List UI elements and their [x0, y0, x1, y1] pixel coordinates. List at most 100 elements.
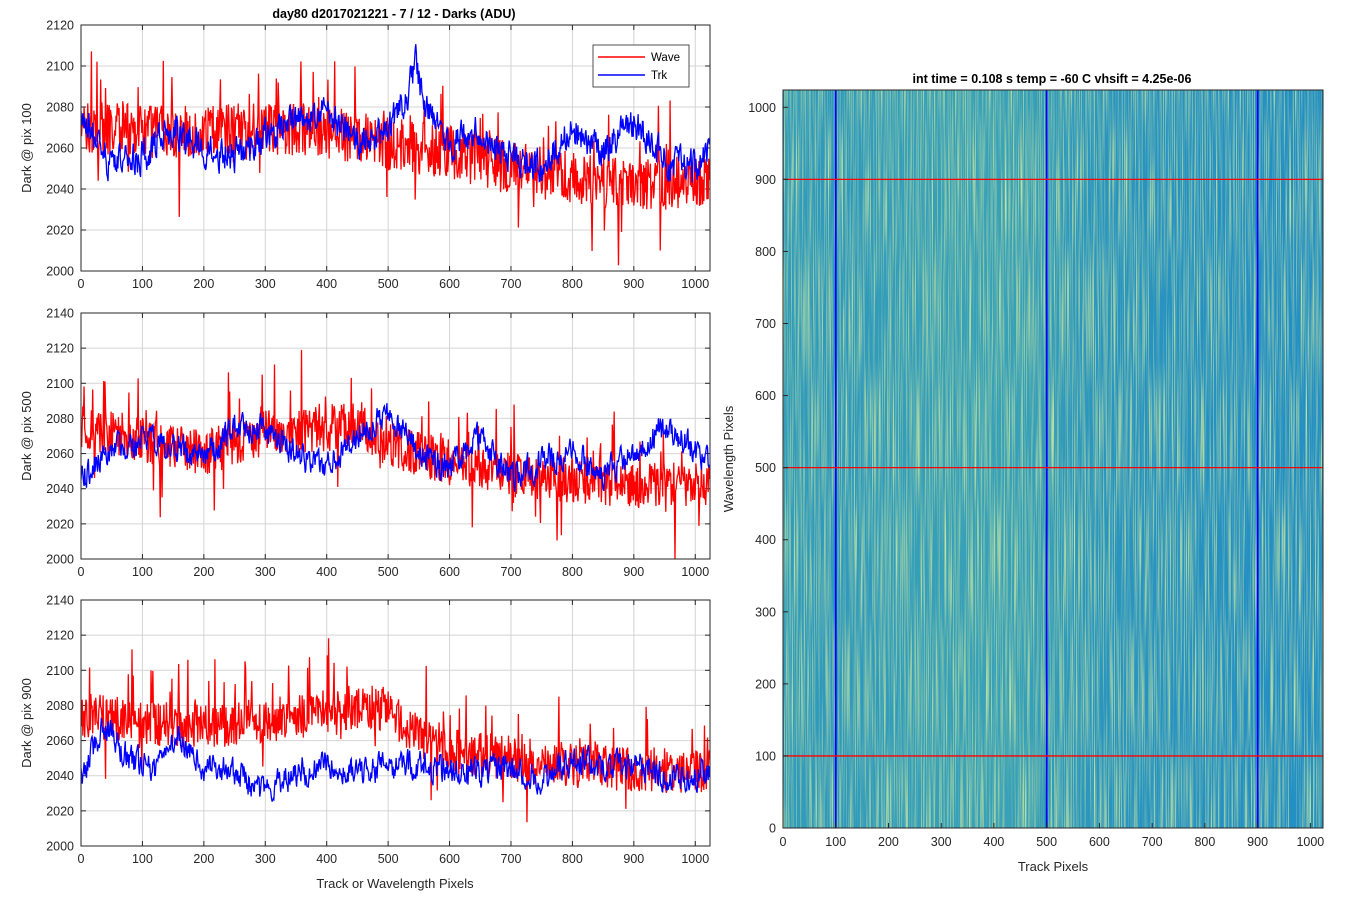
x-tick-label: 700 [501, 852, 522, 866]
x-tick-label: 0 [78, 565, 85, 579]
dark-pix100-plot: 0 100 200 300 400 500 600 700 800 900 1000 2000 2020… [19, 19, 711, 291]
series-trk-line [81, 44, 710, 183]
x-tick-label: 1000 [681, 852, 709, 866]
y-tick-label: 2060 [46, 447, 74, 461]
y-tick-label: 2040 [46, 183, 74, 197]
y-tick-label: 2140 [46, 594, 74, 608]
heatmap-texture [783, 90, 1323, 828]
y-tick-label: 1000 [748, 101, 776, 115]
x-tick-label: 600 [439, 277, 460, 291]
y-tick-label: 2020 [46, 804, 74, 818]
x-tick-label: 900 [623, 565, 644, 579]
y-tick-label: 800 [755, 245, 776, 259]
y-tick-label: 2140 [46, 307, 74, 321]
dark-frame-heatmap: int time = 0.108 s temp = -60 C vhsift =… [721, 72, 1324, 874]
y-tick-label: 2120 [46, 629, 74, 643]
series-trk-line [81, 403, 710, 492]
x-tick-label: 500 [1036, 835, 1057, 849]
y-tick-label: 2040 [46, 769, 74, 783]
y-axis-label: Dark @ pix 100 [19, 103, 34, 193]
marker-lines [783, 90, 1323, 828]
y-tick-label: 2060 [46, 142, 74, 156]
x-tick-label: 300 [255, 852, 276, 866]
dark-pix500-plot: 0 100 200 300 400 500 600 700 800 900 1000 2000 2020… [19, 307, 711, 579]
x-tick-label: 700 [501, 565, 522, 579]
y-tick-label: 2120 [46, 19, 74, 33]
heatmap-x-axis-label: Track Pixels [1018, 859, 1089, 874]
x-tick-label: 300 [255, 565, 276, 579]
series-wave-line [81, 638, 710, 823]
x-tick-label: 500 [378, 852, 399, 866]
series-wave-line [81, 51, 710, 266]
y-tick-label: 400 [755, 533, 776, 547]
x-tick-label: 900 [623, 277, 644, 291]
x-tick-label: 300 [931, 835, 952, 849]
y-tick-label: 2000 [46, 840, 74, 854]
y-tick-label: 2000 [46, 553, 74, 567]
y-tick-label: 2020 [46, 224, 74, 238]
y-tick-label: 2020 [46, 517, 74, 531]
x-tick-label: 800 [562, 565, 583, 579]
x-tick-label: 400 [316, 565, 337, 579]
x-tick-label: 800 [562, 277, 583, 291]
y-tick-label: 2080 [46, 101, 74, 115]
x-tick-label: 600 [1089, 835, 1110, 849]
heatmap-y-axis-label: Wavelength Pixels [721, 405, 736, 512]
plot-frame [80, 312, 711, 560]
x-tick-label: 1000 [681, 277, 709, 291]
y-tick-label: 600 [755, 389, 776, 403]
y-tick-label: 2100 [46, 60, 74, 74]
x-tick-label: 200 [193, 277, 214, 291]
y-axis-label: Dark @ pix 900 [19, 678, 34, 768]
y-tick-label: 2060 [46, 734, 74, 748]
legend-wave-label: Wave [651, 52, 680, 64]
x-tick-label: 100 [132, 277, 153, 291]
y-tick-label: 2100 [46, 377, 74, 391]
figure-title: day80 d2017021221 - 7 / 12 - Darks (ADU) [272, 7, 515, 21]
series-lines [81, 44, 710, 266]
x-tick-label: 700 [501, 277, 522, 291]
x-tick-label: 900 [1247, 835, 1268, 849]
x-tick-label: 800 [562, 852, 583, 866]
legend-trk-label: Trk [651, 70, 667, 82]
x-tick-label: 800 [1194, 835, 1215, 849]
x-tick-label: 100 [132, 852, 153, 866]
x-tick-label: 600 [439, 565, 460, 579]
x-tick-label: 0 [78, 852, 85, 866]
x-tick-label: 700 [1142, 835, 1163, 849]
y-tick-label: 500 [755, 461, 776, 475]
x-tick-label: 200 [878, 835, 899, 849]
y-tick-label: 2080 [46, 699, 74, 713]
y-tick-label: 2080 [46, 412, 74, 426]
x-axis-label: Track or Wavelength Pixels [316, 876, 474, 891]
x-tick-label: 0 [78, 277, 85, 291]
series-trk-line [81, 716, 710, 802]
x-tick-label: 300 [255, 277, 276, 291]
legend: Wave Trk [592, 44, 690, 88]
tick-labels: 0 100 200 300 400 500 600 700 800 900 1000 2000 2020… [46, 594, 710, 866]
x-tick-label: 500 [378, 277, 399, 291]
x-tick-label: 1000 [1296, 835, 1324, 849]
x-tick-label: 400 [984, 835, 1005, 849]
x-tick-label: 200 [193, 852, 214, 866]
heatmap-frame [782, 89, 1324, 829]
x-tick-label: 900 [623, 852, 644, 866]
x-tick-label: 500 [378, 565, 399, 579]
dark-pix900-plot: 0 100 200 300 400 500 600 700 800 900 1000 2000 2020… [19, 594, 711, 891]
y-tick-label: 300 [755, 605, 776, 619]
y-tick-label: 100 [755, 749, 776, 763]
y-tick-label: 700 [755, 317, 776, 331]
x-tick-label: 0 [780, 835, 787, 849]
y-axis-label: Dark @ pix 500 [19, 391, 34, 481]
y-tick-label: 2000 [46, 265, 74, 279]
y-tick-label: 900 [755, 173, 776, 187]
plot-frame [80, 599, 711, 847]
tick-labels: 0 100 200 300 400 500 600 700 800 900 1000 2000 2020… [46, 307, 710, 579]
y-tick-label: 2120 [46, 342, 74, 356]
y-tick-label: 200 [755, 677, 776, 691]
series-lines [81, 349, 710, 559]
x-tick-label: 1000 [681, 565, 709, 579]
heatmap-tick-labels: 0 100 200 300 400 500 600 700 800 900 1000 0 100 200 3… [748, 101, 1324, 849]
plot-frame [80, 24, 711, 272]
